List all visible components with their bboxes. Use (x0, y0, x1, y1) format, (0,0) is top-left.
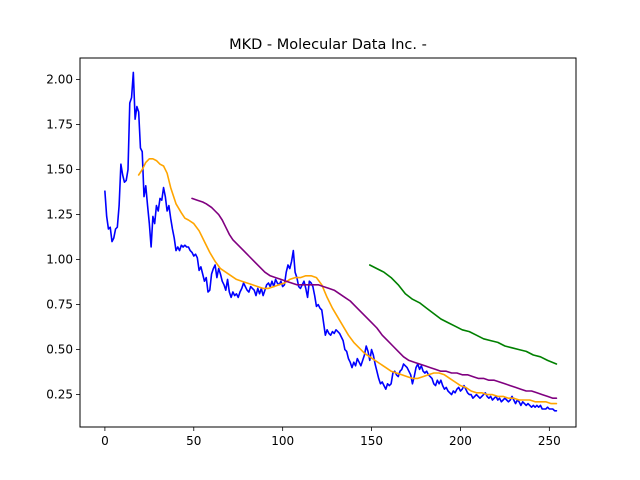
x-tick-label: 200 (449, 434, 472, 448)
y-tick-label: 1.75 (46, 118, 73, 132)
y-tick-label: 0.75 (46, 298, 73, 312)
y-tick-label: 1.25 (46, 208, 73, 222)
x-tick-label: 100 (271, 434, 294, 448)
x-tick-label: 250 (538, 434, 561, 448)
x-tick-label: 150 (360, 434, 383, 448)
series-line-2 (137, 158, 558, 405)
series-line-4 (368, 264, 558, 365)
x-tick-label: 0 (101, 434, 109, 448)
series-line-1 (104, 71, 558, 412)
series-line-3 (191, 197, 558, 399)
chart-title: MKD - Molecular Data Inc. - (229, 37, 427, 53)
y-tick-label: 1.50 (46, 163, 73, 177)
y-tick-label: 2.00 (46, 73, 73, 87)
y-tick-label: 0.25 (46, 388, 73, 402)
series-layer (104, 71, 558, 412)
y-tick-label: 0.50 (46, 343, 73, 357)
x-tick-label: 50 (186, 434, 201, 448)
plot-frame (79, 57, 577, 428)
plot-area: 0 50 100 150 200 250 0.25 0.50 0.75 1.00 1.25 1.50 1… (46, 57, 577, 448)
y-tick-label: 1.00 (46, 253, 73, 267)
axes-layer: 0 50 100 150 200 250 0.25 0.50 0.75 1.00 1.25 1.50 1… (46, 57, 577, 448)
